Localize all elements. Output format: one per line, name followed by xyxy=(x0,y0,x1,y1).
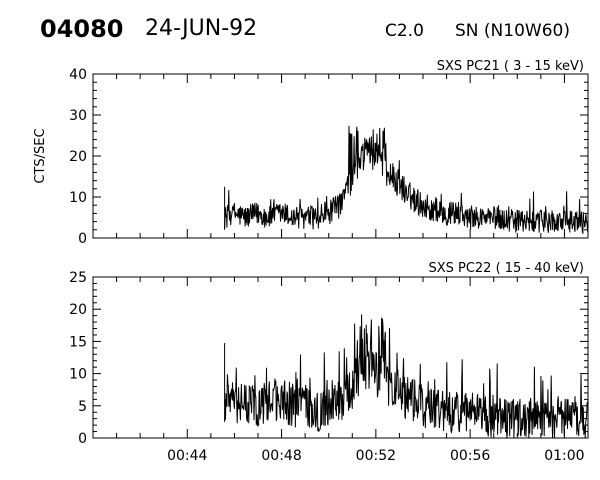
panel-title: SXS PC22 ( 15 - 40 keV) xyxy=(428,261,584,276)
y-tick-label: 10 xyxy=(69,367,87,383)
y-tick-label: 25 xyxy=(69,270,87,286)
panel-title: SXS PC21 ( 3 - 15 keV) xyxy=(437,59,584,74)
y-tick-label: 40 xyxy=(69,67,87,83)
y-axis-label: CTS/SEC xyxy=(33,128,48,183)
event-date: 24-JUN-92 xyxy=(145,16,258,41)
count-rate-trace xyxy=(224,125,589,235)
plot-frame xyxy=(92,276,589,439)
y-tick-label: 0 xyxy=(78,431,87,447)
header: 04080 24-JUN-92 C2.0 SN (N10W60) xyxy=(0,0,600,60)
y-tick-label: 15 xyxy=(69,334,87,350)
x-tick-label: 00:52 xyxy=(356,448,396,464)
event-id: 04080 xyxy=(40,15,124,43)
x-tick-label: 01:00 xyxy=(544,448,584,464)
flare-location: SN (N10W60) xyxy=(455,21,570,41)
x-tick-label: 00:44 xyxy=(167,448,207,464)
x-tick-label: 00:48 xyxy=(261,448,301,464)
x-tick-label: 00:56 xyxy=(450,448,490,464)
panel-pc21: SXS PC21 ( 3 - 15 keV) CTS/SEC 0 10 20 30 40 xyxy=(33,59,589,247)
y-tick-label: 30 xyxy=(69,108,87,124)
panel-pc22: SXS PC22 ( 15 - 40 keV) 0 5 10 15 20 25 00:44 00… xyxy=(69,261,589,464)
y-tick-label: 20 xyxy=(69,302,87,318)
count-rate-trace xyxy=(224,314,589,439)
flare-class: C2.0 xyxy=(385,21,424,41)
y-tick-label: 20 xyxy=(69,149,87,165)
y-tick-label: 5 xyxy=(78,399,87,415)
y-tick-label: 0 xyxy=(78,231,87,247)
y-tick-label: 10 xyxy=(69,190,87,206)
